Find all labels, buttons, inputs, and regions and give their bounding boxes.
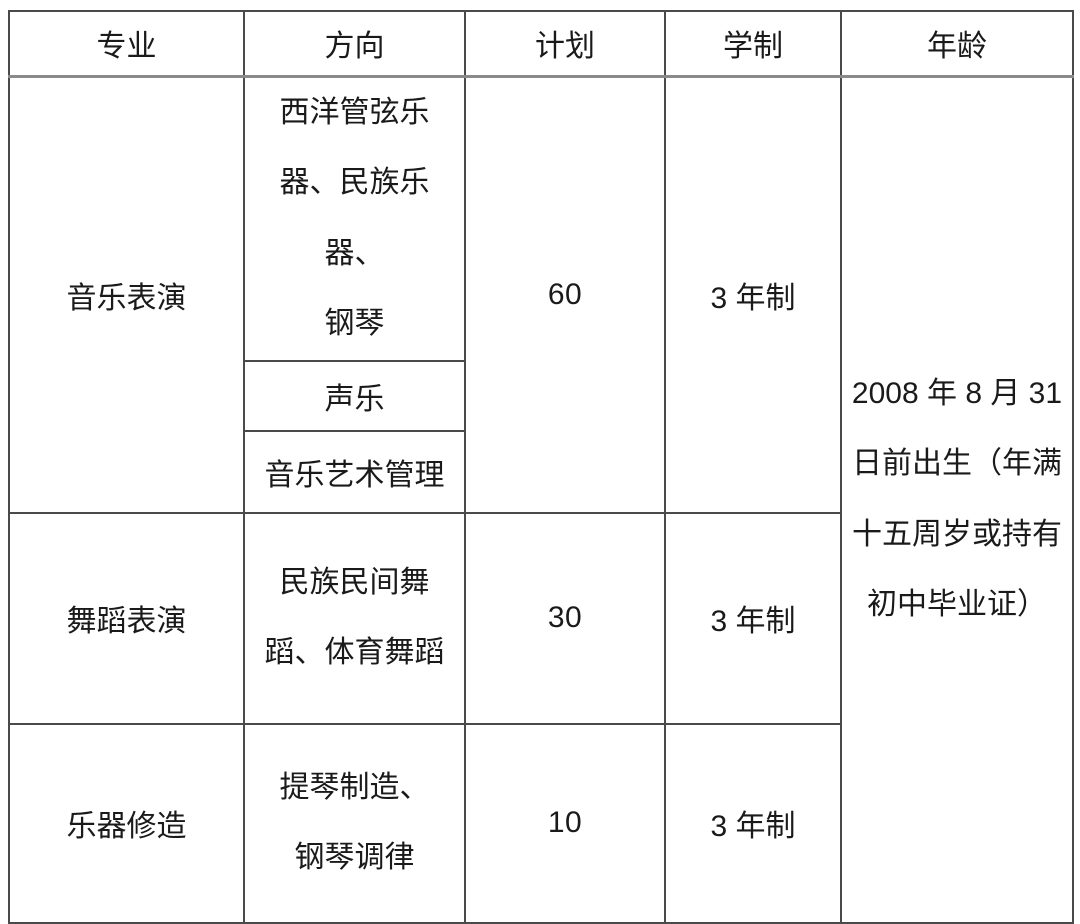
table-row-music-direction-3: 音乐艺术管理 [9, 429, 1073, 514]
table-header-row: 专业 方向 计划 学制 年龄 [8, 10, 1074, 78]
page: 专业 方向 计划 学制 年龄 音乐表演 西洋管弦乐 器、民族乐器、 钢琴 60 … [8, 10, 1074, 924]
table-row-music-direction-2: 声乐 [9, 359, 1073, 432]
cell-plan-music-performance: 60 [464, 75, 666, 514]
header-cell-plan: 计划 [464, 10, 666, 78]
cell-direction-vocal-music: 声乐 [243, 359, 466, 432]
cell-direction-western-orchestral: 西洋管弦乐 器、民族乐器、 钢琴 [243, 75, 466, 362]
table-row-music-direction-1: 音乐表演 西洋管弦乐 器、民族乐器、 钢琴 60 3 年制 2008 年 8 月… [8, 75, 1074, 924]
header-cell-major: 专业 [8, 10, 245, 78]
cell-age-requirement: 2008 年 8 月 31 日前出生（年满 十五周岁或持有 初中毕业证） [840, 75, 1074, 924]
cell-duration-dance-performance: 3 年制 [664, 511, 842, 725]
header-cell-age: 年龄 [840, 10, 1074, 78]
cell-plan-dance-performance: 30 [464, 511, 666, 725]
admission-plan-table: 专业 方向 计划 学制 年龄 音乐表演 西洋管弦乐 器、民族乐器、 钢琴 60 … [8, 10, 1074, 924]
cell-major-instrument-making: 乐器修造 [8, 722, 245, 924]
cell-direction-violin-piano-tuning: 提琴制造、 钢琴调律 [243, 722, 466, 924]
header-cell-duration: 学制 [664, 10, 842, 78]
header-cell-direction: 方向 [243, 10, 466, 78]
cell-major-dance-performance: 舞蹈表演 [8, 511, 245, 725]
cell-plan-instrument-making: 10 [464, 722, 666, 924]
cell-major-music-performance: 音乐表演 [8, 75, 245, 514]
cell-duration-music-performance: 3 年制 [664, 75, 842, 514]
cell-direction-folk-sport-dance: 民族民间舞 蹈、体育舞蹈 [243, 511, 466, 725]
cell-direction-music-art-management: 音乐艺术管理 [243, 429, 466, 514]
cell-duration-instrument-making: 3 年制 [664, 722, 842, 924]
table-row-dance-performance: 舞蹈表演 民族民间舞 蹈、体育舞蹈 30 3 年制 [8, 511, 1073, 725]
